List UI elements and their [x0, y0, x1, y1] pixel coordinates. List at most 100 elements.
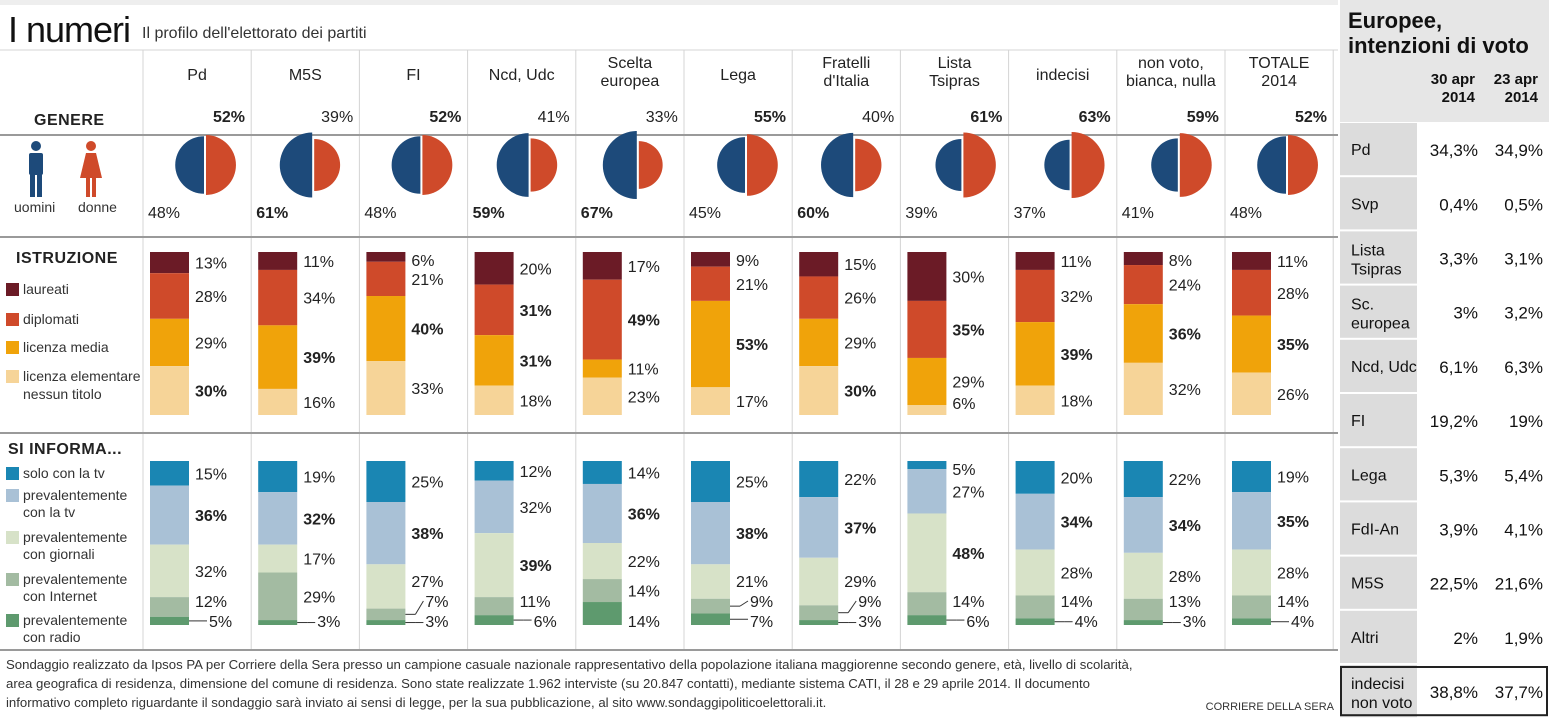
bar-informa: [799, 497, 839, 558]
column-header: indecisi: [1036, 67, 1089, 84]
side-party-line: Lista: [1351, 243, 1385, 260]
bar-informa: [258, 492, 298, 545]
legend-label-line: con Internet: [23, 588, 97, 604]
label-informa: 14%: [952, 594, 984, 611]
footer-note: Sondaggio realizzato da Ipsos PA per Cor…: [6, 657, 1133, 710]
bar-istruzione: [150, 252, 189, 274]
label-istruzione: 11%: [628, 362, 659, 379]
label-istruzione: 29%: [844, 335, 876, 352]
label-istruzione: 49%: [628, 313, 660, 330]
bar-istruzione: [582, 377, 622, 415]
pie-uomini: [1257, 136, 1286, 194]
leader-line: [414, 600, 424, 615]
legend-label-line: con la tv: [23, 504, 75, 520]
leader-line: [847, 600, 857, 613]
label-uomini: 59%: [473, 205, 505, 222]
bar-istruzione: [258, 269, 298, 326]
bar-informa: [1123, 620, 1163, 625]
column-header: Lega: [720, 67, 756, 84]
side-party-cell: [1340, 394, 1417, 447]
label-istruzione: 9%: [736, 253, 759, 270]
label-informa: 39%: [520, 558, 552, 575]
side-value-cell: [1418, 448, 1483, 501]
bar-istruzione: [691, 300, 730, 388]
bar-informa: [1232, 618, 1271, 625]
label-istruzione: 34%: [303, 291, 335, 308]
bar-informa: [582, 461, 622, 484]
bar-istruzione: [1015, 322, 1055, 386]
bar-informa: [366, 502, 406, 565]
legend-swatch-informa: [6, 531, 19, 544]
legend-label-istruzione: diplomati: [23, 311, 79, 327]
bar-istruzione: [150, 366, 189, 415]
side-title-line: intenzioni di voto: [1348, 33, 1529, 58]
bar-informa: [799, 557, 839, 606]
label-donne: 55%: [754, 109, 786, 126]
column-header: M5S: [289, 67, 322, 84]
pie-donne: [530, 138, 558, 192]
label-informa: 27%: [952, 484, 984, 501]
side-value-cell: [1418, 502, 1483, 555]
bar-informa: [907, 592, 947, 616]
label-istruzione: 18%: [520, 393, 552, 410]
legend-swatch-informa: [6, 573, 19, 586]
pie-uomini: [496, 133, 529, 197]
legend-label-line: prevalentemente: [23, 612, 128, 628]
label-informa: 36%: [195, 508, 227, 525]
legend-label-informa: solo con la tv: [23, 465, 105, 481]
bar-informa: [1232, 549, 1271, 596]
column-header-line: TOTALE: [1249, 55, 1310, 72]
side-party-line: Ncd, Udc: [1351, 359, 1417, 376]
legend-label-istruzione: laureati: [23, 281, 69, 297]
label-informa: 22%: [844, 472, 876, 489]
side-party-label: Sc. europea: [1351, 297, 1410, 333]
bar-informa: [1123, 598, 1163, 621]
pie-donne: [1288, 135, 1318, 195]
bar-istruzione: [799, 252, 839, 277]
bar-istruzione: [474, 385, 514, 415]
label-istruzione: 11%: [303, 254, 334, 271]
legend-uomini: uomini: [14, 199, 55, 215]
label-informa: 19%: [1277, 470, 1309, 487]
bar-informa: [1232, 492, 1271, 550]
side-party-label: M5S: [1351, 576, 1384, 593]
bar-istruzione: [1232, 372, 1271, 415]
legend-swatch-informa: [6, 489, 19, 502]
side-value-cell: [1418, 339, 1483, 392]
side-value-cell: [1484, 556, 1548, 609]
label-donne: 33%: [646, 109, 678, 126]
side-value-30apr: 2%: [1453, 629, 1478, 648]
footer-note-line: informativo completo riguardante il sond…: [6, 695, 826, 710]
column-header-line: indecisi: [1036, 67, 1089, 84]
bar-istruzione: [1123, 304, 1163, 363]
side-value-cell: [1484, 448, 1548, 501]
side-title-line: Europee,: [1348, 8, 1442, 33]
label-informa: 3%: [425, 614, 448, 631]
label-istruzione: 39%: [1061, 347, 1093, 364]
label-donne: 61%: [970, 109, 1002, 126]
legend-label-informa: prevalentemente con Internet: [23, 571, 128, 604]
side-value-cell: [1484, 610, 1548, 663]
column-header: Fratelli d'Italia: [822, 55, 870, 90]
label-donne: 63%: [1079, 109, 1111, 126]
label-informa: 32%: [303, 511, 335, 528]
bar-istruzione: [799, 318, 839, 367]
side-value-cell: [1418, 285, 1483, 338]
footer-note-line: Sondaggio realizzato da Ipsos PA per Cor…: [6, 657, 1133, 672]
column-header-line: bianca, nulla: [1126, 73, 1216, 90]
side-value-23apr: 4,1%: [1504, 521, 1543, 540]
side-value-cell: [1418, 177, 1483, 230]
side-value-cell: [1484, 285, 1548, 338]
side-value-cell: [1484, 339, 1548, 392]
side-party-cell: [1340, 610, 1417, 663]
side-party-label: Lista Tsipras: [1351, 243, 1402, 279]
label-istruzione: 30%: [195, 384, 227, 401]
column-header: Ncd, Udc: [489, 67, 555, 84]
bar-istruzione: [582, 252, 622, 280]
bar-informa: [582, 602, 622, 625]
label-istruzione: 6%: [952, 396, 975, 413]
column-header-line: Scelta: [608, 55, 653, 72]
column-header-line: Fratelli: [822, 55, 870, 72]
woman-head: [86, 141, 96, 151]
column-header-line: FI: [406, 67, 420, 84]
